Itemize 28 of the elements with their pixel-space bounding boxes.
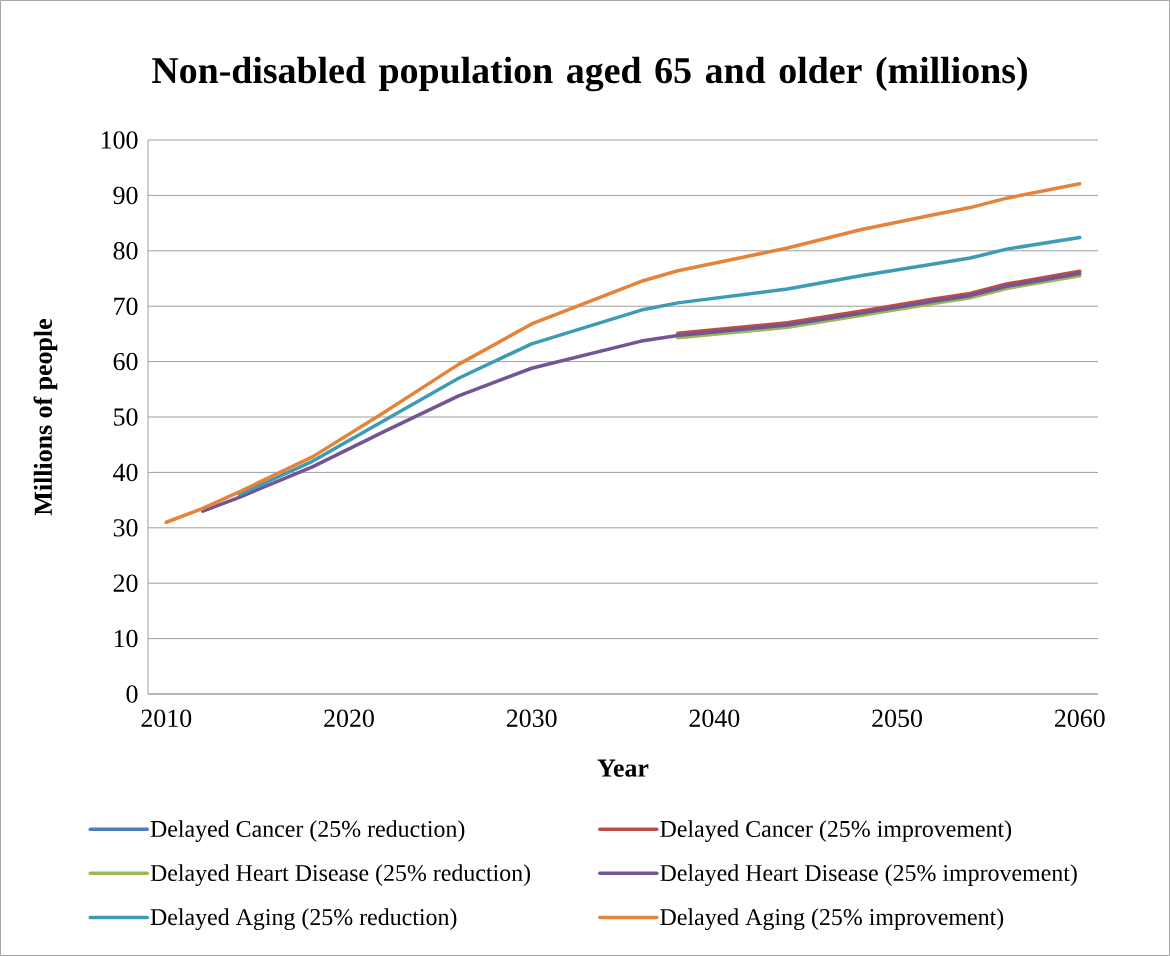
x-tick-label: 2050 <box>872 709 922 727</box>
legend-label: Delayed Aging (25% improvement) <box>660 908 1004 931</box>
x-tick-label: 2030 <box>506 709 557 727</box>
x-tick-label: 2040 <box>689 709 740 727</box>
y-axis-title: Millions of people <box>33 319 58 516</box>
y-tick-label: 40 <box>113 463 138 482</box>
y-tick-label: 10 <box>114 629 138 648</box>
y-tick-label: 100 <box>101 131 138 149</box>
y-tick-label: 30 <box>113 519 138 537</box>
legend-label: Delayed Heart Disease (25% improvement) <box>660 864 1077 887</box>
y-tick-label: 60 <box>113 352 138 371</box>
x-tick-label: 2020 <box>324 709 374 727</box>
legend-label: Delayed Aging (25% reduction) <box>150 908 457 931</box>
line-series <box>164 182 1082 525</box>
y-tick-label: 90 <box>113 186 138 205</box>
x-tick-label: 2060 <box>1054 709 1105 727</box>
chart-title: Non-disabled population aged 65 and older (millions) <box>152 56 1027 92</box>
y-tick-label: 80 <box>113 242 138 260</box>
y-tick-label: 20 <box>113 574 138 592</box>
legend-label: Delayed Cancer (25% improvement) <box>660 820 1012 842</box>
y-tick-label: 70 <box>114 297 138 315</box>
line-series <box>201 271 1082 513</box>
legend-label: Delayed Cancer (25% reduction) <box>150 820 465 842</box>
x-tick-label: 2010 <box>141 709 192 727</box>
legend-label: Delayed Heart Disease (25% reduction) <box>150 864 531 887</box>
y-tick-label: 50 <box>114 408 138 426</box>
x-axis-title: Year <box>597 759 649 777</box>
y-tick-label: 0 <box>126 685 138 703</box>
